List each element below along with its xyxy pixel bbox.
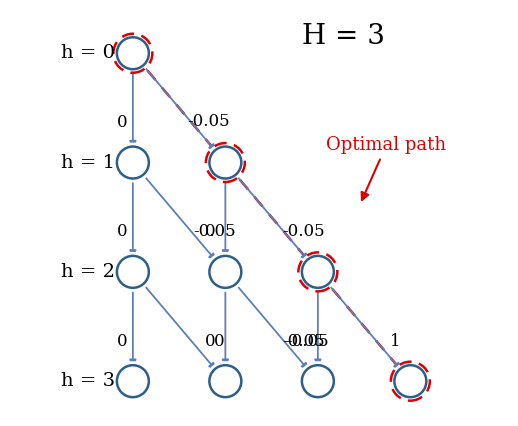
- Circle shape: [206, 143, 246, 182]
- FancyArrowPatch shape: [315, 286, 321, 365]
- Circle shape: [117, 256, 149, 288]
- FancyArrowPatch shape: [142, 64, 215, 150]
- Circle shape: [113, 361, 153, 401]
- Circle shape: [298, 361, 338, 401]
- FancyArrowPatch shape: [130, 67, 136, 146]
- Circle shape: [209, 365, 241, 397]
- Circle shape: [298, 252, 338, 292]
- Text: h = 2: h = 2: [62, 263, 116, 281]
- Text: h = 1: h = 1: [62, 153, 116, 172]
- FancyArrowPatch shape: [130, 286, 136, 365]
- Text: -0.05: -0.05: [286, 333, 328, 350]
- Text: -0.05: -0.05: [194, 223, 236, 240]
- Circle shape: [117, 365, 149, 397]
- Text: -0.05: -0.05: [282, 333, 324, 350]
- Circle shape: [206, 361, 246, 401]
- Text: 0: 0: [117, 333, 127, 350]
- Circle shape: [113, 252, 153, 292]
- Text: Optimal path: Optimal path: [326, 136, 447, 200]
- FancyArrowPatch shape: [142, 173, 215, 259]
- Text: 0: 0: [117, 114, 127, 131]
- Circle shape: [113, 33, 153, 73]
- Text: -0.05: -0.05: [282, 223, 324, 240]
- FancyArrowPatch shape: [130, 177, 136, 256]
- Circle shape: [113, 143, 153, 182]
- Text: 0: 0: [117, 223, 127, 240]
- Circle shape: [394, 365, 426, 397]
- Text: 0: 0: [205, 223, 216, 240]
- Circle shape: [117, 37, 149, 69]
- Circle shape: [209, 256, 241, 288]
- Circle shape: [391, 361, 430, 401]
- Circle shape: [209, 147, 241, 178]
- Text: -0.05: -0.05: [187, 113, 230, 130]
- Circle shape: [206, 252, 246, 292]
- Circle shape: [302, 365, 334, 397]
- Text: h = 3: h = 3: [62, 372, 116, 390]
- Circle shape: [302, 256, 334, 288]
- Text: 0: 0: [205, 333, 216, 350]
- FancyArrowPatch shape: [223, 286, 228, 365]
- Text: H = 3: H = 3: [301, 23, 384, 50]
- FancyArrowPatch shape: [235, 173, 307, 259]
- Circle shape: [117, 147, 149, 178]
- FancyArrowPatch shape: [142, 283, 215, 369]
- Text: 0: 0: [214, 333, 224, 350]
- FancyArrowPatch shape: [223, 177, 228, 256]
- Text: h = 0: h = 0: [62, 44, 116, 62]
- FancyArrowPatch shape: [235, 283, 307, 369]
- FancyArrowPatch shape: [327, 283, 400, 369]
- Text: 1: 1: [391, 333, 401, 350]
